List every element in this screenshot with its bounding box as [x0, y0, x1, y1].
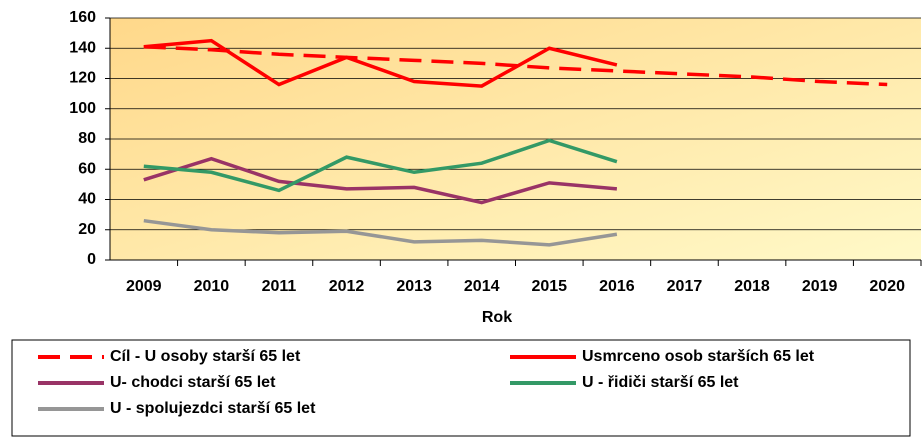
x-tick-label: 2011: [262, 278, 297, 295]
legend-label: U- chodci starší 65 let: [110, 374, 276, 391]
x-tick-label: 2019: [802, 278, 838, 295]
x-tick-label: 2015: [531, 278, 567, 295]
x-tick-label: 2017: [667, 278, 703, 295]
series-line: [143, 38, 618, 88]
legend-label: Usmrceno osob starších 65 let: [582, 348, 815, 365]
x-axis-title: Rok: [482, 309, 512, 326]
y-tick-label: 80: [78, 130, 96, 147]
y-tick-label: 40: [78, 191, 96, 208]
series-line: [143, 156, 618, 205]
legend-label: Cíl - U osoby starší 65 let: [110, 348, 301, 365]
legend-label: U - řidiči starší 65 let: [582, 374, 739, 391]
x-tick-label: 2012: [329, 278, 365, 295]
y-tick-label: 120: [69, 70, 96, 87]
legend-label: U - spolujezdci starší 65 let: [110, 400, 316, 417]
y-tick-label: 160: [69, 9, 96, 26]
series-line: [143, 138, 618, 193]
y-tick-label: 60: [78, 160, 96, 177]
y-tick-label: 0: [87, 251, 96, 268]
x-tick-label: 2020: [869, 278, 905, 295]
y-tick-label: 100: [69, 100, 96, 117]
y-tick-label: 140: [69, 39, 96, 56]
x-tick-label: 2009: [126, 278, 162, 295]
x-tick-label: 2013: [396, 278, 432, 295]
legend: [11, 339, 911, 437]
x-tick-label: 2016: [599, 278, 635, 295]
x-tick-label: 2010: [194, 278, 230, 295]
y-tick-label: 20: [78, 221, 96, 238]
x-tick-label: 2018: [734, 278, 770, 295]
series-line: [143, 218, 618, 247]
x-tick-label: 2014: [464, 278, 500, 295]
